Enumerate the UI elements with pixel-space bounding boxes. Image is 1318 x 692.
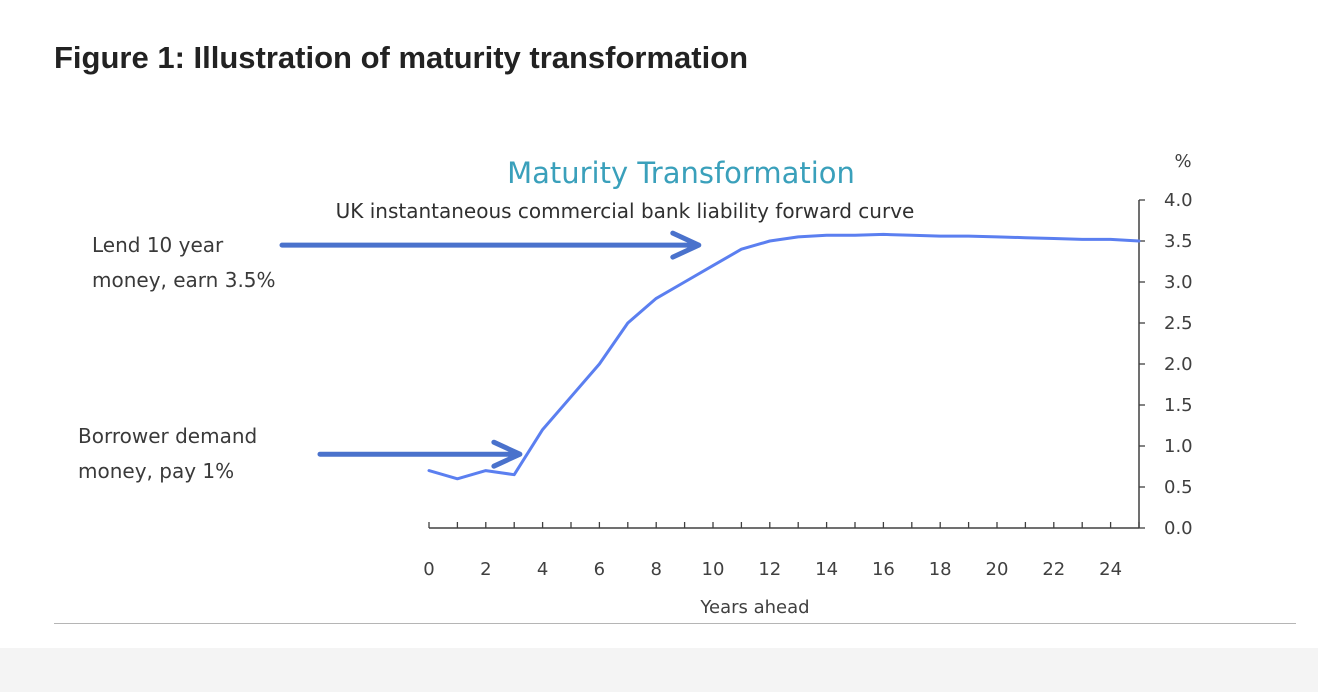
annotation-borrower-line-2: money, pay 1% <box>78 459 234 483</box>
chart-title: Maturity Transformation <box>507 156 855 190</box>
x-tick-label: 12 <box>758 559 781 580</box>
x-tick-label: 2 <box>480 559 491 580</box>
annotation-borrower-line-1: Borrower demand <box>78 424 257 448</box>
x-tick-label: 10 <box>702 559 725 580</box>
x-tick-label: 0 <box>423 559 434 580</box>
bottom-divider <box>54 623 1296 624</box>
y-tick-label: 0.0 <box>1164 518 1193 539</box>
x-tick-label: 8 <box>650 559 661 580</box>
chart-subtitle: UK instantaneous commercial bank liabili… <box>336 199 915 223</box>
annotation-lend-line-1: Lend 10 year <box>92 233 224 257</box>
arrow-borrower-demand <box>317 439 523 469</box>
y-tick-label: 3.0 <box>1164 272 1193 293</box>
y-tick-label: 1.0 <box>1164 436 1193 457</box>
y-tick-label: 2.5 <box>1164 313 1193 334</box>
x-tick-label: 18 <box>929 559 952 580</box>
x-tick-label: 16 <box>872 559 895 580</box>
y-tick-label: 0.5 <box>1164 477 1193 498</box>
forward-curve-line <box>427 232 1141 481</box>
x-tick-label: 6 <box>594 559 605 580</box>
x-axis-label: Years ahead <box>699 597 809 618</box>
series-layer <box>427 232 1141 481</box>
x-tick-label: 24 <box>1099 559 1122 580</box>
x-tick-label: 22 <box>1042 559 1065 580</box>
figure-title: Figure 1: Illustration of maturity trans… <box>54 40 749 75</box>
y-tick-label: 2.0 <box>1164 354 1193 375</box>
footer-band <box>0 648 1318 692</box>
maturity-transformation-chart: Maturity Transformation UK instantaneous… <box>78 151 1193 618</box>
x-tick-label: 14 <box>815 559 838 580</box>
y-axis-unit-label: % <box>1174 151 1191 172</box>
x-tick-label: 4 <box>537 559 548 580</box>
y-tick-label: 4.0 <box>1164 190 1193 211</box>
y-tick-label: 3.5 <box>1164 231 1193 252</box>
x-tick-label: 20 <box>986 559 1009 580</box>
annotation-lend-line-2: money, earn 3.5% <box>92 268 276 292</box>
y-tick-label: 1.5 <box>1164 395 1193 416</box>
annotations: Lend 10 year money, earn 3.5% Borrower d… <box>78 230 702 483</box>
axes: 0 2 4 6 8 10 12 14 16 18 20 22 240.00.51.01.52.02.53… <box>423 190 1192 580</box>
arrow-lend-10-year <box>279 230 702 260</box>
